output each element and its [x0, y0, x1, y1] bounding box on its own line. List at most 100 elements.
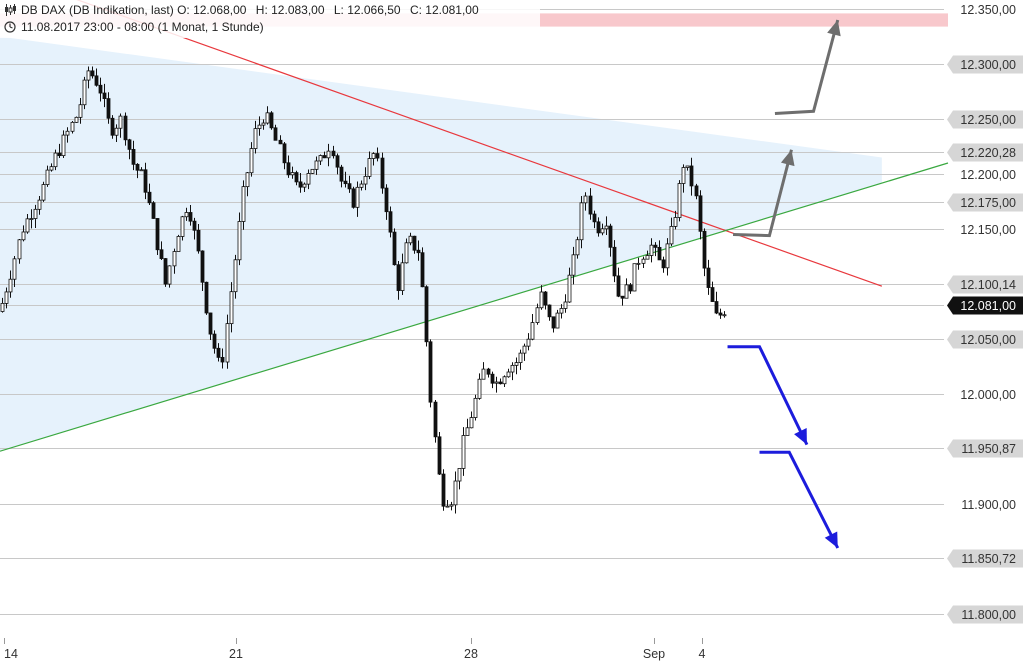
candle-body [65, 130, 70, 136]
candle [294, 170, 299, 186]
candle [200, 250, 205, 291]
candle [41, 181, 46, 202]
candle-body [477, 378, 482, 399]
candle-body [241, 186, 246, 222]
candle-body [57, 152, 62, 157]
candle-body [710, 287, 715, 302]
candle-body [82, 79, 87, 106]
y-tick-badge [947, 110, 1023, 129]
candle [722, 311, 727, 318]
candle-body [286, 162, 291, 176]
candle [253, 120, 258, 154]
y-tick-text: 11.950,87 [961, 442, 1016, 456]
candle-body [265, 112, 270, 124]
candle [706, 259, 711, 295]
candle-body [677, 183, 682, 218]
candle [106, 92, 111, 124]
candle [216, 343, 221, 362]
support-line [0, 162, 949, 452]
candle-body [273, 127, 278, 141]
candle-body [420, 252, 425, 288]
candle-body [698, 195, 703, 232]
candle [74, 116, 79, 123]
y-tick-badge [947, 143, 1023, 162]
candle-body [12, 258, 17, 280]
candle [118, 113, 123, 138]
candle-body [294, 172, 299, 183]
candle [220, 348, 225, 369]
candle [388, 206, 393, 238]
candle [518, 349, 523, 370]
candle [412, 235, 417, 254]
candle [257, 116, 262, 136]
candle-body [375, 153, 380, 159]
y-tick-badge [947, 605, 1023, 624]
candle-body [457, 468, 462, 482]
candle-body [306, 173, 311, 185]
candle [449, 501, 454, 511]
candle [514, 357, 519, 375]
candle [702, 228, 707, 277]
candle-body [714, 301, 719, 314]
candle-body [465, 427, 470, 436]
candle [314, 156, 319, 175]
candle [159, 241, 164, 260]
candle [457, 468, 462, 490]
candle [645, 250, 650, 260]
candle [665, 238, 670, 276]
y-tick-label: 12.100,14 [947, 275, 1023, 294]
candle-body [326, 150, 331, 159]
candle-body [645, 255, 650, 260]
candle-body [233, 259, 238, 293]
candle [339, 164, 344, 188]
gray-arrow-lower [733, 149, 795, 238]
candle-body [494, 381, 499, 384]
candle-body [445, 505, 450, 508]
candle-body [416, 249, 421, 254]
candle-body [543, 291, 548, 306]
candle [167, 265, 172, 288]
candle [21, 225, 26, 242]
candle [567, 267, 572, 303]
candle-body [253, 128, 258, 149]
candle-body [343, 180, 348, 185]
candle [453, 471, 458, 514]
candle-body [143, 169, 148, 193]
candle-body [98, 84, 103, 94]
candle-body [608, 225, 613, 248]
candle-body [339, 166, 344, 182]
candle-body [123, 115, 128, 141]
candle [371, 152, 376, 166]
candle [4, 287, 9, 309]
candle-body [551, 316, 556, 329]
candle-body [298, 181, 303, 188]
candle-body [592, 213, 597, 223]
candle-body [21, 231, 26, 241]
candle-body [102, 92, 107, 99]
candle-body [559, 308, 564, 314]
candle-body [127, 139, 132, 150]
candle-body [665, 243, 670, 269]
candle-body [490, 373, 495, 384]
y-tick-text: 11.850,72 [961, 552, 1016, 566]
candle-body [8, 278, 13, 293]
y-tick-badge [947, 275, 1023, 294]
candle-body [188, 212, 193, 222]
candle-body [433, 401, 438, 438]
y-tick-text: 12.175,00 [960, 196, 1016, 210]
candle-body [17, 239, 22, 260]
candle [445, 500, 450, 508]
candlestick-icon [4, 4, 17, 16]
candle [506, 368, 511, 378]
candle-body [506, 371, 511, 378]
candle-body [694, 185, 699, 197]
candle [563, 294, 568, 313]
arrow-head [824, 531, 838, 548]
arrow-shaft [774, 19, 840, 115]
candle-body [404, 242, 409, 264]
candle [437, 431, 442, 475]
y-tick-badge [947, 193, 1023, 212]
candle-body [45, 169, 50, 185]
candle [0, 297, 5, 313]
